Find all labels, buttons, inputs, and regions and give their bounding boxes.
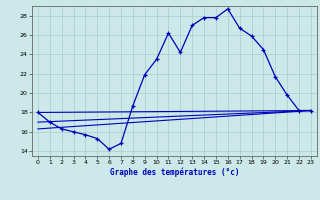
X-axis label: Graphe des températures (°c): Graphe des températures (°c) (110, 168, 239, 177)
